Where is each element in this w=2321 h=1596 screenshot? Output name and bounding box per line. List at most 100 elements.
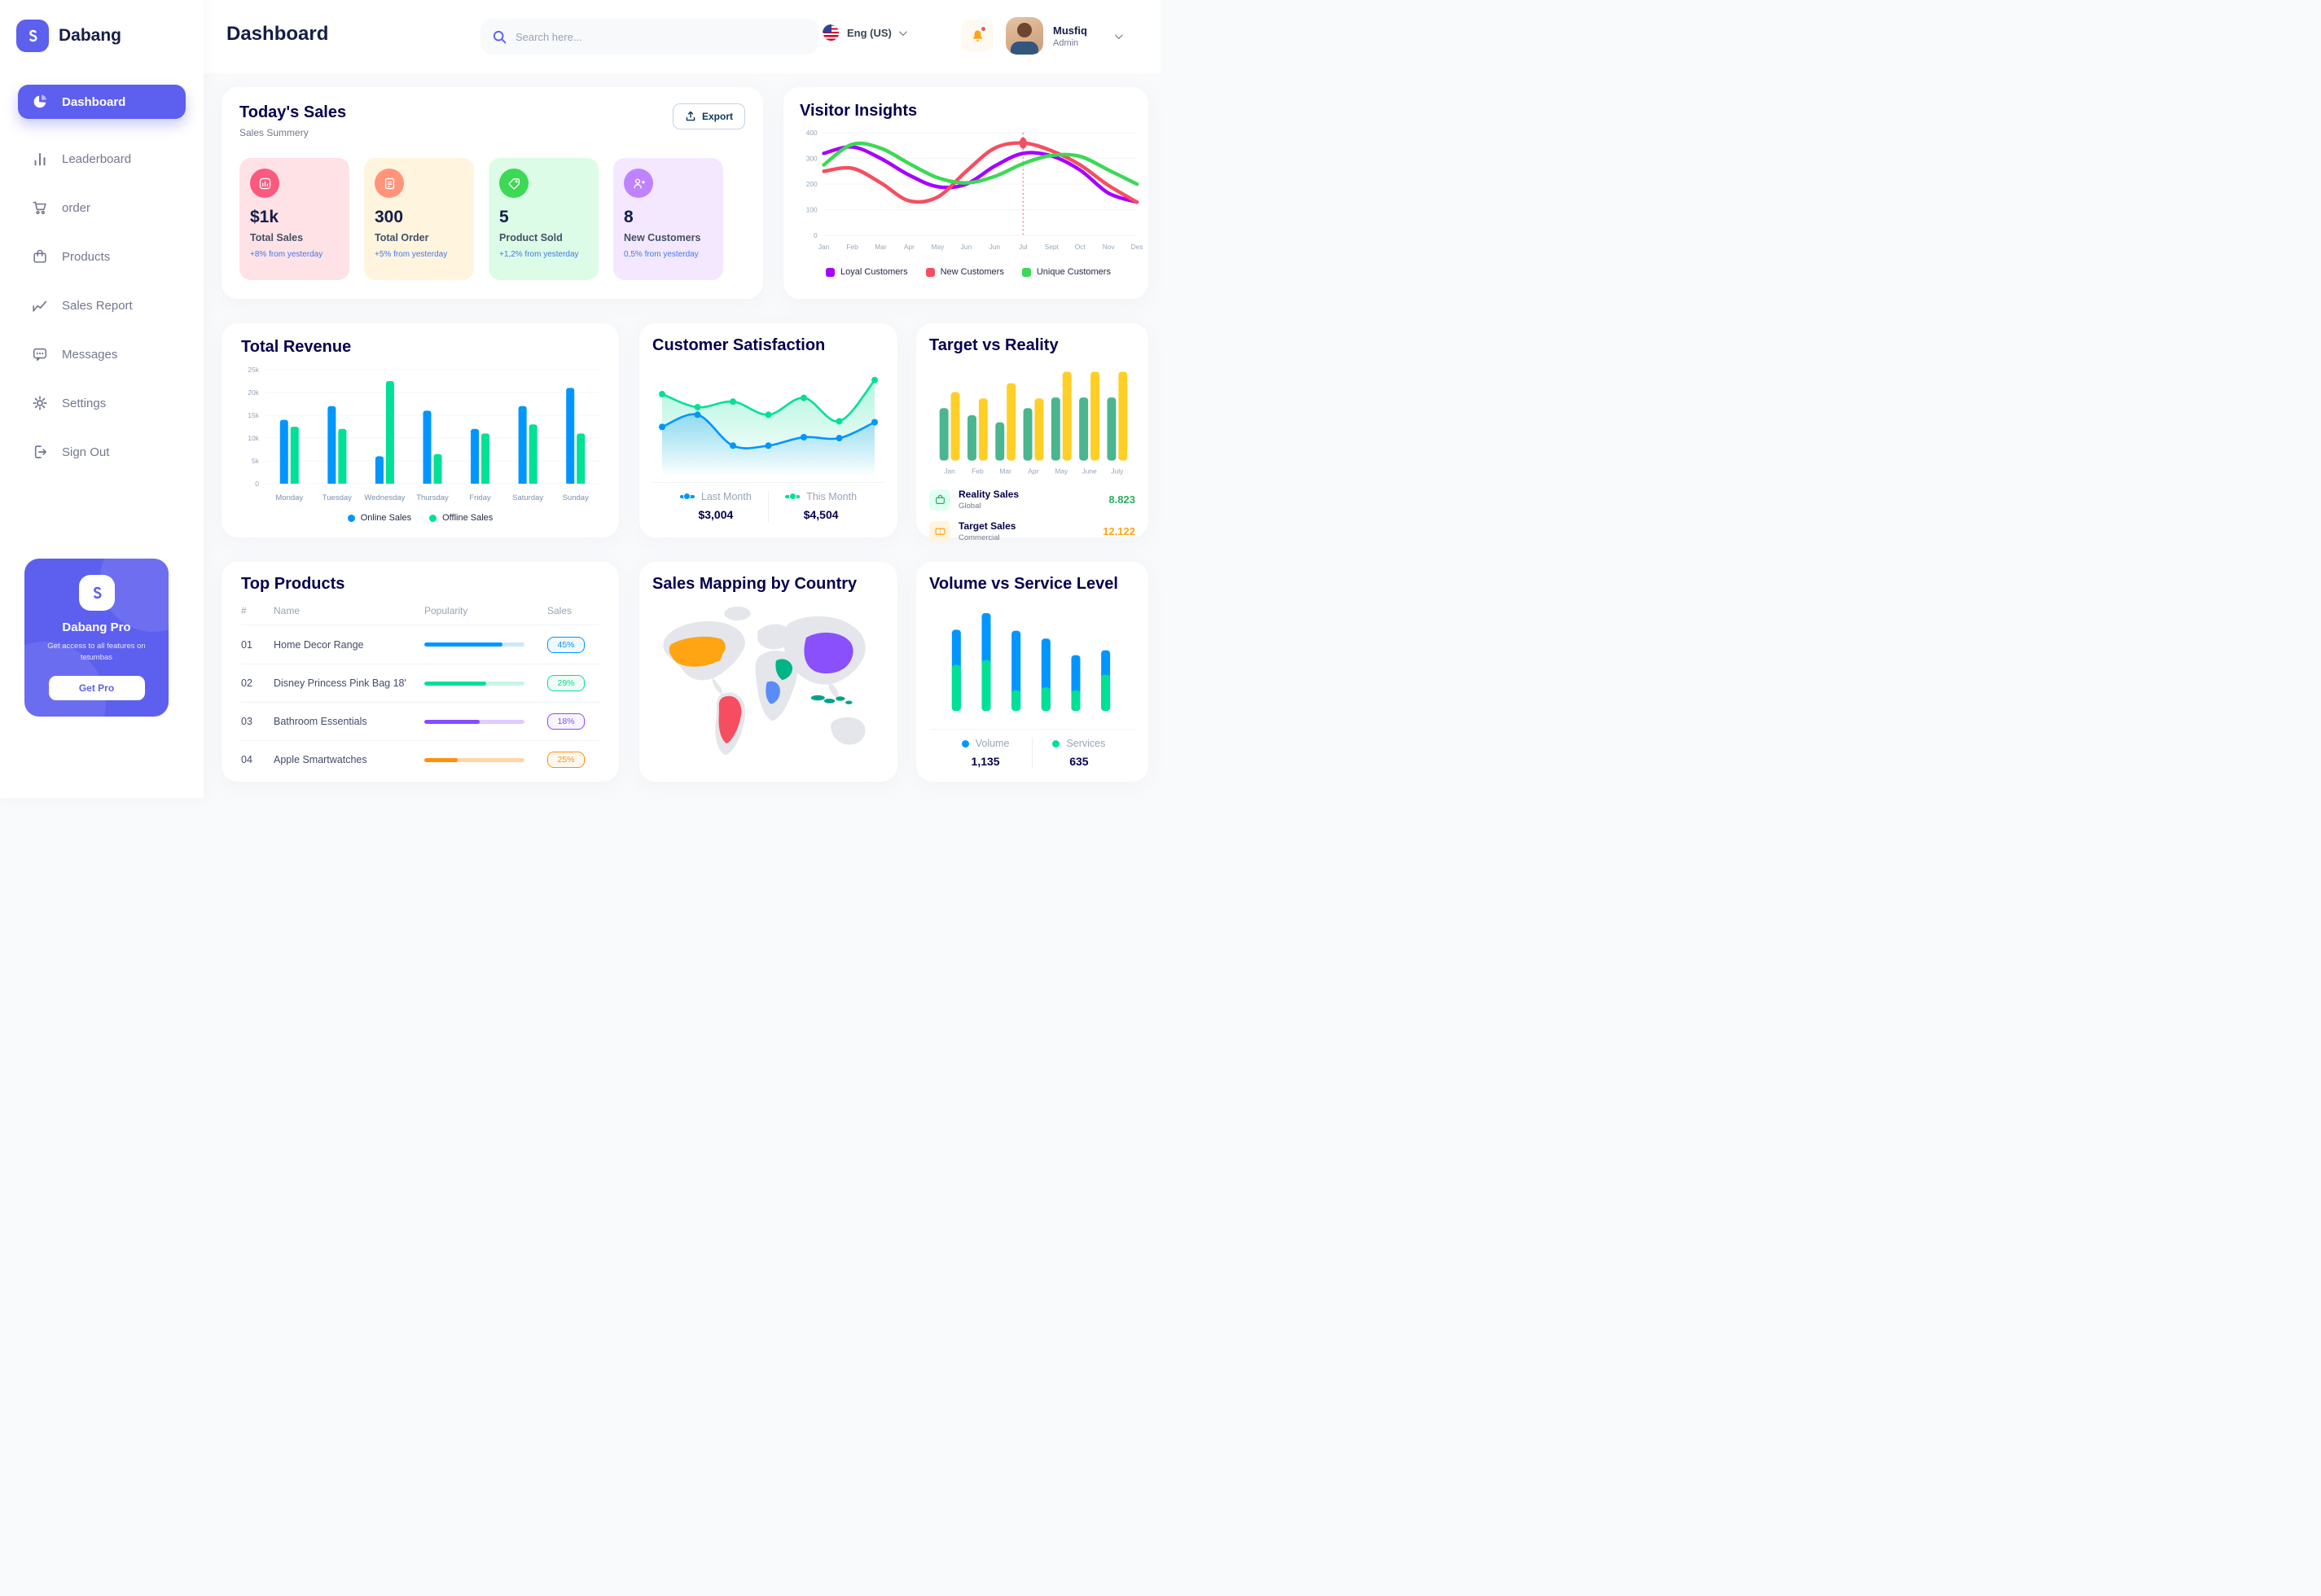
top-products-card: Top Products # Name Popularity Sales 01 …	[222, 562, 619, 782]
bag-icon	[929, 489, 950, 511]
legend-value: 1,135	[971, 755, 1000, 768]
divider	[1032, 738, 1033, 769]
file-icon	[375, 169, 404, 198]
popularity-bar	[424, 719, 524, 724]
stat-value: $1k	[250, 208, 279, 226]
legend-item: Target Sales Commercial 12.122	[929, 520, 1135, 542]
svg-text:400: 400	[806, 129, 818, 137]
legend-value: 12.122	[1103, 525, 1135, 537]
sidebar-item-products[interactable]: Products	[18, 239, 186, 274]
stat-value: 5	[499, 208, 509, 226]
divider	[652, 482, 884, 483]
top-bar: Dashboard Eng (US) Musfiq Admin	[204, 0, 1160, 73]
stat-value: 8	[624, 208, 634, 226]
svg-text:July: July	[1111, 467, 1124, 475]
legend-item: Online Sales	[347, 513, 411, 523]
popularity-bar	[424, 681, 524, 686]
volume-service-chart	[951, 613, 1111, 711]
map-southeast-asia	[828, 682, 839, 699]
stat-delta: +8% from yesterday	[250, 250, 323, 259]
brand-name: Dabang	[59, 26, 122, 45]
profile-menu[interactable]: Musfiq Admin	[1006, 17, 1123, 55]
svg-text:Monday: Monday	[275, 493, 303, 502]
stat-label: New Customers	[624, 232, 701, 243]
export-button[interactable]: Export	[672, 103, 745, 129]
sales-badge: 18%	[547, 713, 585, 730]
get-pro-button[interactable]: Get Pro	[48, 675, 145, 700]
search-input[interactable]	[516, 30, 807, 43]
export-icon	[686, 111, 695, 121]
language-selector[interactable]: Eng (US)	[823, 24, 907, 42]
sidebar-menu: Dashboard Leaderboard order Products Sal…	[0, 85, 204, 469]
visitor-insights-card: Visitor Insights 0 100 200 300 400 Jan Feb Mar A…	[783, 87, 1148, 299]
sidebar-item-dashboard[interactable]: Dashboard	[18, 85, 186, 119]
sidebar-item-settings[interactable]: Settings	[18, 386, 186, 420]
message-icon	[31, 345, 49, 363]
sidebar-item-sign-out[interactable]: Sign Out	[18, 435, 186, 469]
brand-logo: Dabang	[0, 0, 204, 52]
legend-sublabel: Global	[959, 502, 981, 511]
legend-swatch	[961, 739, 969, 748]
svg-text:Tuesday: Tuesday	[322, 493, 352, 502]
stat-delta: 0,5% from yesterday	[624, 250, 699, 259]
world-map	[663, 606, 866, 756]
stat-delta: +5% from yesterday	[375, 250, 448, 259]
user-name: Musfiq	[1053, 24, 1087, 37]
sidebar-item-sales-report[interactable]: Sales Report	[18, 288, 186, 322]
svg-text:300: 300	[806, 155, 818, 163]
svg-text:Jun: Jun	[989, 243, 1001, 251]
svg-text:May: May	[932, 243, 946, 251]
table-row[interactable]: 01 Home Decor Range 45%	[241, 625, 599, 664]
product-rank: 04	[241, 754, 252, 765]
legend-value: $4,504	[803, 508, 839, 521]
legend-label: Target Sales	[959, 520, 1016, 532]
sidebar-item-label: Sign Out	[62, 445, 110, 459]
table-row[interactable]: 03 Bathroom Essentials 18%	[241, 702, 599, 740]
product-rank: 02	[241, 677, 252, 689]
legend-item: Services 635	[1033, 738, 1125, 768]
search-icon	[492, 29, 507, 45]
product-name: Disney Princess Pink Bag 18'	[274, 677, 406, 689]
customer-satisfaction-title: Customer Satisfaction	[652, 336, 826, 354]
stat-label: Total Sales	[250, 232, 304, 243]
visitor-insights-legend: Loyal Customers New Customers Unique Cus…	[800, 267, 1137, 277]
pro-card-title: Dabang Pro	[62, 620, 131, 634]
target-vs-reality-card: Target vs Reality Jan Feb Mar Apr May June Jul…	[916, 323, 1148, 542]
bell-icon	[972, 29, 982, 42]
search-bar[interactable]	[480, 19, 818, 55]
legend-swatch	[925, 267, 935, 277]
legend-item: Unique Customers	[1021, 267, 1111, 277]
target-vs-reality-title: Target vs Reality	[929, 336, 1059, 354]
sidebar-item-label: Products	[62, 249, 111, 264]
line-chart-icon	[31, 296, 49, 314]
volume-service-card: Volume vs Service Level Volume 1,135 Ser…	[916, 562, 1148, 782]
table-row[interactable]: 04 Apple Smartwatches 25%	[241, 740, 599, 778]
visitor-insights-title: Visitor Insights	[800, 102, 918, 120]
svg-text:0: 0	[814, 231, 818, 239]
svg-text:Mar: Mar	[999, 467, 1011, 475]
svg-text:Feb: Feb	[972, 467, 984, 475]
stat-value: 300	[375, 208, 404, 226]
stat-card-total-order: 300 Total Order +5% from yesterday	[364, 158, 474, 280]
sidebar-item-messages[interactable]: Messages	[18, 337, 186, 371]
sign-out-icon	[31, 443, 49, 461]
stat-delta: +1,2% from yesterday	[499, 250, 579, 259]
sidebar-item-leaderboard[interactable]: Leaderboard	[18, 142, 186, 176]
pie-chart-icon	[31, 93, 49, 111]
sidebar-item-label: Settings	[62, 396, 107, 410]
svg-text:Nov: Nov	[1103, 243, 1116, 251]
sidebar-item-order[interactable]: order	[18, 191, 186, 225]
volume-service-legend: Volume 1,135 Services 635	[929, 738, 1135, 769]
legend-sublabel: Commercial	[959, 533, 1000, 542]
table-row[interactable]: 02 Disney Princess Pink Bag 18' 29%	[241, 664, 599, 702]
stat-card-new-customers: 8 New Customers 0,5% from yesterday	[613, 158, 723, 280]
language-label: Eng (US)	[847, 27, 892, 39]
chart-icon	[250, 169, 279, 198]
notification-dot	[981, 26, 986, 32]
legend-item: Offline Sales	[429, 513, 493, 523]
notifications-button[interactable]	[961, 20, 994, 52]
svg-text:200: 200	[806, 180, 818, 188]
legend-item: This Month $4,504	[769, 491, 873, 521]
legend-swatch	[347, 514, 355, 522]
user-plus-icon	[624, 169, 653, 198]
